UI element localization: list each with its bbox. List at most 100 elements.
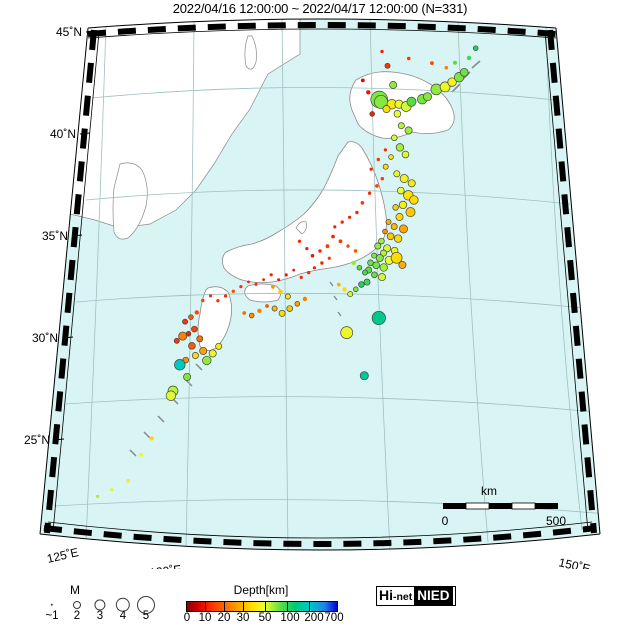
epicenter-marker[interactable] [430, 61, 434, 65]
epicenter-marker[interactable] [247, 280, 250, 284]
epicenter-marker[interactable] [149, 436, 154, 441]
epicenter-marker[interactable] [359, 371, 369, 381]
epicenter-marker[interactable] [126, 478, 130, 483]
epicenter-marker[interactable] [362, 269, 368, 276]
epicenter-marker[interactable] [208, 294, 213, 298]
epicenter-marker[interactable] [346, 244, 350, 248]
epicenter-marker[interactable] [302, 296, 308, 302]
epicenter-marker[interactable] [188, 314, 194, 320]
epicenter-marker[interactable] [360, 78, 365, 83]
epicenter-marker[interactable] [371, 310, 386, 326]
epicenter-marker[interactable] [353, 249, 358, 253]
epicenter-marker[interactable] [182, 318, 189, 325]
epicenter-marker[interactable] [331, 234, 335, 239]
epicenter-marker[interactable] [385, 218, 392, 225]
epicenter-marker[interactable] [191, 325, 198, 333]
epicenter-marker[interactable] [380, 249, 387, 257]
epicenter-marker[interactable] [208, 349, 217, 358]
epicenter-marker[interactable] [96, 494, 100, 498]
epicenter-marker[interactable] [371, 271, 378, 279]
map-svg[interactable]: 45˚N 40˚N 35˚N 30˚N 25˚N 125˚E 130˚E 135… [0, 14, 640, 569]
epicenter-marker[interactable] [390, 251, 403, 264]
epicenter-marker[interactable] [444, 65, 449, 70]
epicenter-marker[interactable] [453, 60, 457, 65]
epicenter-marker[interactable] [423, 92, 432, 102]
epicenter-marker[interactable] [188, 342, 196, 350]
epicenter-marker[interactable] [472, 45, 479, 51]
epicenter-marker[interactable] [165, 390, 177, 401]
epicenter-marker[interactable] [194, 310, 199, 315]
epicenter-marker[interactable] [353, 286, 359, 293]
epicenter-marker[interactable] [380, 49, 384, 54]
epicenter-marker[interactable] [367, 191, 372, 195]
epicenter-marker[interactable] [386, 232, 395, 241]
epicenter-marker[interactable] [277, 278, 280, 282]
epicenter-marker[interactable] [294, 301, 301, 307]
epicenter-marker[interactable] [224, 294, 228, 298]
epicenter-marker[interactable] [178, 331, 188, 341]
epicenter-marker[interactable] [356, 264, 363, 271]
epicenter-marker[interactable] [333, 225, 337, 229]
epicenter-marker[interactable] [459, 67, 469, 77]
epicenter-marker[interactable] [278, 309, 286, 317]
epicenter-marker[interactable] [340, 220, 344, 224]
epicenter-marker[interactable] [393, 110, 402, 118]
epicenter-marker[interactable] [389, 81, 398, 89]
epicenter-marker[interactable] [369, 167, 373, 171]
epicenter-marker[interactable] [360, 201, 365, 205]
epicenter-marker[interactable] [383, 148, 387, 152]
epicenter-marker[interactable] [439, 81, 451, 93]
epicenter-marker[interactable] [399, 174, 409, 183]
epicenter-marker[interactable] [391, 134, 398, 142]
epicenter-marker[interactable] [395, 143, 405, 152]
epicenter-marker[interactable] [262, 278, 265, 281]
epicenter-marker[interactable] [363, 278, 371, 286]
epicenter-marker[interactable] [397, 122, 405, 130]
epicenter-marker[interactable] [466, 55, 472, 61]
epicenter-marker[interactable] [299, 275, 303, 279]
epicenter-marker[interactable] [397, 186, 405, 195]
epicenter-marker[interactable] [406, 96, 417, 107]
epicenter-marker[interactable] [183, 372, 192, 381]
epicenter-marker[interactable] [388, 154, 394, 160]
epicenter-marker[interactable] [398, 260, 407, 269]
epicenter-marker[interactable] [215, 342, 223, 350]
epicenter-marker[interactable] [380, 177, 384, 181]
epicenter-marker[interactable] [248, 312, 255, 319]
epicenter-marker[interactable] [310, 254, 315, 258]
epicenter-marker[interactable] [382, 163, 389, 170]
epicenter-marker[interactable] [383, 244, 392, 253]
epicenter-marker[interactable] [196, 335, 204, 343]
epicenter-marker[interactable] [254, 282, 258, 286]
epicenter-marker[interactable] [393, 170, 401, 178]
epicenter-marker[interactable] [405, 207, 416, 218]
epicenter-marker[interactable] [336, 282, 341, 287]
epicenter-marker[interactable] [447, 77, 457, 87]
epicenter-marker[interactable] [409, 195, 419, 205]
epicenter-marker[interactable] [271, 305, 278, 312]
epicenter-marker[interactable] [401, 150, 410, 159]
epicenter-marker[interactable] [239, 285, 243, 289]
epicenter-marker[interactable] [342, 287, 347, 292]
epicenter-marker[interactable] [265, 304, 269, 308]
epicenter-marker[interactable] [216, 299, 220, 303]
epicenter-marker[interactable] [407, 179, 416, 188]
epicenter-marker[interactable] [347, 291, 354, 298]
epicenter-marker[interactable] [286, 305, 293, 312]
epicenter-marker[interactable] [110, 488, 114, 492]
epicenter-marker[interactable] [398, 200, 408, 210]
epicenter-marker[interactable] [375, 184, 379, 188]
epicenter-markers[interactable] [96, 45, 479, 498]
epicenter-marker[interactable] [393, 234, 403, 243]
epicenter-marker[interactable] [202, 355, 212, 366]
epicenter-marker[interactable] [366, 90, 371, 95]
epicenter-marker[interactable] [372, 261, 380, 269]
epicenter-marker[interactable] [231, 289, 235, 293]
epicenter-marker[interactable] [271, 285, 275, 289]
epicenter-marker[interactable] [297, 239, 302, 243]
epicenter-marker[interactable] [278, 289, 283, 294]
epicenter-marker[interactable] [399, 224, 408, 234]
epicenter-marker[interactable] [395, 213, 404, 221]
epicenter-marker[interactable] [375, 254, 384, 262]
epicenter-marker[interactable] [376, 157, 380, 162]
